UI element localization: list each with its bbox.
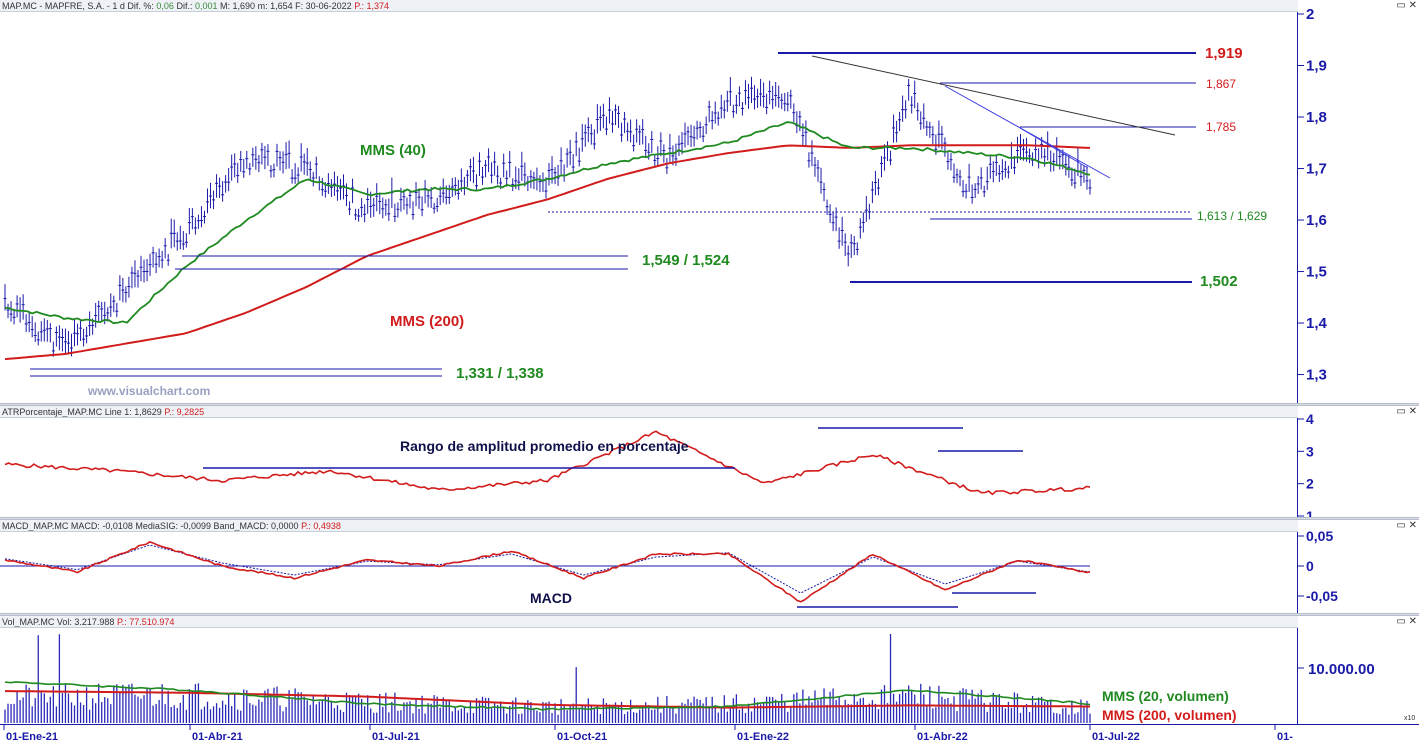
price-y-tick-label: 1,7 [1306,161,1327,178]
level-1549-label: 1,549 / 1,524 [642,252,730,269]
atr-y-tick-label: 1 [1306,508,1314,518]
price-panel: MAP.MC - MAPFRE, S.A. - 1 d Dif. %: 0,06… [0,0,1417,404]
macd-y-axis-line [1297,532,1298,614]
x-axis-svg: 01-Ene-21 01-Abr-21 01-Jul-21 01-Oct-21 01-E… [3,725,1293,743]
x-axis-label: 01-Oct-21 [557,731,607,743]
price-panel-header: MAP.MC - MAPFRE, S.A. - 1 d Dif. %: 0,06… [0,0,1298,12]
level-1613-label: 1,613 / 1,629 [1197,209,1267,223]
x-axis-label: 01-Jul-21 [372,731,420,743]
mms40-line [4,121,1091,325]
price-y-tick-label: 1,9 [1306,58,1327,75]
volume-chart: 10.000.00 MMS (20, volumen) MMS (200, vo… [4,628,1415,724]
x-axis-labels: 01-Ene-21 01-Abr-21 01-Jul-21 01-Oct-21 01-E… [3,725,1293,743]
atr-panel-header: ATRPorcentaje_MAP.MC Line 1: 1,8629 P.: … [0,406,1298,418]
macd-y-ticks: 0,05 0 -0,05 [1298,528,1338,604]
price-y-ticks: 2 1,9 1,8 1,7 1,6 1,5 1,4 1,3 [1298,6,1328,384]
macd-y-tick-label: 0 [1306,558,1314,574]
price-panel-window-controls[interactable]: ▭ ✕ [1396,0,1417,11]
macd-y-tick-label: 0,05 [1306,528,1333,544]
price-chart: 2 1,9 1,8 1,7 1,6 1,5 1,4 1,3 1,919 1,867 1,785… [3,6,1328,404]
level-1919-label: 1,919 [1205,45,1243,62]
price-y-tick-label: 1,4 [1306,315,1328,332]
atr-y-ticks: 4 3 2 1 [1298,411,1314,518]
x-axis-label: 01-Abr-22 [917,731,968,743]
atr-y-tick-label: 2 [1306,476,1314,492]
volume-y-tick-label: 10.000.00 [1308,661,1375,678]
atr-y-axis-line [1297,418,1298,518]
atr-panel-window-controls[interactable]: ▭ ✕ [1396,406,1417,417]
macd-panel-window-controls[interactable]: ▭ ✕ [1396,520,1417,531]
macd-chart: 0,05 0 -0,05 MACD [0,528,1338,614]
level-1331-label: 1,331 / 1,338 [456,365,544,382]
mms200-label: MMS (200) [390,313,464,330]
trendline-short [1019,127,1089,169]
panel-divider [0,613,1419,616]
macd-line [4,541,1091,603]
mms40-label: MMS (40) [360,142,426,159]
x-axis: 01-Ene-21 01-Abr-21 01-Jul-21 01-Oct-21 01-E… [0,724,1419,745]
x-axis-label: 01-Jul-22 [1092,731,1140,743]
panel-divider [0,403,1419,406]
price-y-tick-label: 1,3 [1306,367,1327,384]
price-y-tick-label: 2 [1306,6,1314,23]
level-1785-label: 1,785 [1206,120,1236,134]
macd-panel-header: MACD_MAP.MC MACD: -0,0108 MediaSIG: -0,0… [0,520,1298,532]
volume-y-axis-line [1297,628,1298,724]
volume-mms20-line [4,681,1091,711]
atr-panel: ATRPorcentaje_MAP.MC Line 1: 1,8629 P.: … [0,406,1419,518]
price-candles [3,76,1092,357]
atr-y-tick-label: 4 [1306,411,1314,427]
x-axis-label: 01- [1277,731,1293,743]
volume-mms200-label: MMS (200, volumen) [1102,707,1237,723]
mms200-line [4,144,1091,361]
macd-y-tick-label: -0,05 [1306,588,1338,604]
macd-signal-line [4,544,1091,594]
watermark: www.visualchart.com [87,384,210,398]
price-y-axis-line [1297,12,1298,404]
x-axis-label: 01-Ene-22 [737,731,789,743]
atr-y-tick-label: 3 [1306,443,1314,459]
macd-panel: MACD_MAP.MC MACD: -0,0108 MediaSIG: -0,0… [0,520,1419,614]
price-y-tick-label: 1,8 [1306,109,1327,126]
level-1502-label: 1,502 [1200,273,1238,290]
trendline-major [811,55,1176,136]
atr-chart: 4 3 2 1 Rango de amplitud promedio en porce… [4,411,1314,518]
volume-panel: Vol_MAP.MC Vol: 3.217.988 P.: 77.510.974… [0,616,1419,724]
x-axis-label: 01-Ene-21 [6,731,58,743]
panel-divider [0,517,1419,520]
x-axis-label: 01-Abr-21 [192,731,243,743]
macd-annotation: MACD [530,590,572,606]
price-y-tick-label: 1,5 [1306,264,1327,281]
volume-panel-header: Vol_MAP.MC Vol: 3.217.988 P.: 77.510.974 [0,616,1298,628]
price-y-tick-label: 1,6 [1306,212,1327,229]
volume-mms200-line [5,690,1090,709]
atr-line [4,430,1091,496]
volume-panel-window-controls[interactable]: ▭ ✕ [1396,616,1417,627]
volume-mms20-label: MMS (20, volumen) [1102,688,1229,704]
volume-axis-scale: x10 [1404,715,1415,722]
level-1867-label: 1,867 [1206,77,1236,91]
atr-annotation: Rango de amplitud promedio en porcentaje [400,438,689,454]
